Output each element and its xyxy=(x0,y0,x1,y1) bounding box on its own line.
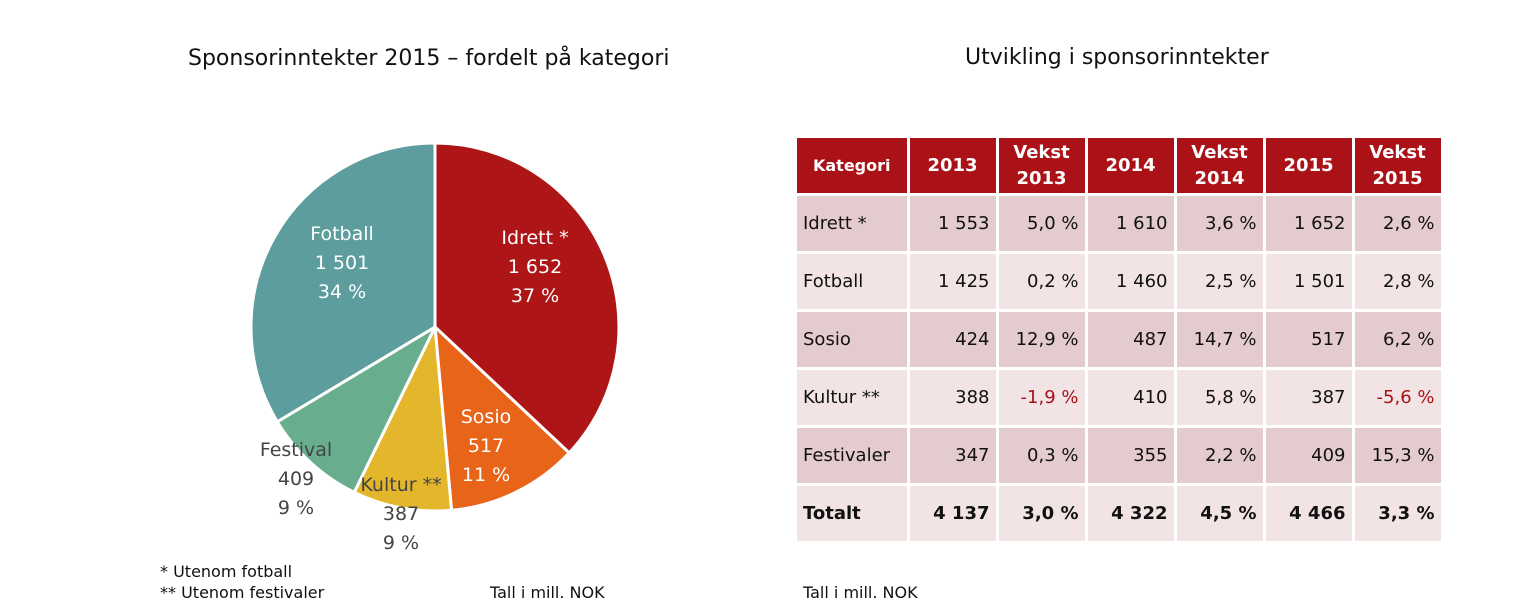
table-cell-value: 517 xyxy=(1264,310,1355,370)
header-2015: 2015 xyxy=(1264,138,1355,196)
table-row: Idrett * 1 553 5,0 % 1 610 3,6 % 1 652 2,6 % xyxy=(797,194,1444,254)
table-cell-value: 1 553 xyxy=(908,194,999,254)
header-kategori: Kategori xyxy=(797,138,910,196)
unit-note-left: Tall i mill. NOK xyxy=(490,583,605,602)
table-cell-value: 2,5 % xyxy=(1175,252,1266,312)
table-cell-value: 5,8 % xyxy=(1175,368,1266,428)
table-cell-value: 424 xyxy=(908,310,999,370)
table-total-row: Totalt 4 137 3,0 % 4 322 4,5 % 4 466 3,3 % xyxy=(797,484,1444,544)
table-cell-value: 409 xyxy=(1264,426,1355,486)
table-cell-value: 387 xyxy=(1264,368,1355,428)
table-cell-value: 1 460 xyxy=(1086,252,1177,312)
table-cell-value: 4 466 xyxy=(1264,484,1355,544)
table-cell-category: Totalt xyxy=(797,484,910,544)
table-cell-value: 487 xyxy=(1086,310,1177,370)
table-cell-value: 1 610 xyxy=(1086,194,1177,254)
table-cell-value: 388 xyxy=(908,368,999,428)
table-cell-value: -1,9 % xyxy=(997,368,1088,428)
pie-label-fotball: Fotball 1 501 34 % xyxy=(310,223,374,303)
table-header-row: Kategori 2013 Vekst 2013 2014 Vekst 2014… xyxy=(797,138,1444,196)
header-vekst-2015: Vekst 2015 xyxy=(1353,138,1444,196)
footnote-kultur: ** Utenom festivaler xyxy=(160,583,325,602)
table-cell-value: 2,6 % xyxy=(1353,194,1444,254)
table-cell-value: 4 137 xyxy=(908,484,999,544)
table-cell-value: 347 xyxy=(908,426,999,486)
footnote-idrett: * Utenom fotball xyxy=(160,562,293,581)
table-cell-category: Fotball xyxy=(797,252,910,312)
table-cell-value: 0,2 % xyxy=(997,252,1088,312)
pie-slice-sosio xyxy=(433,325,571,512)
table-cell-value: 1 425 xyxy=(908,252,999,312)
header-vekst-2014: Vekst 2014 xyxy=(1175,138,1266,196)
pie-slice-festival xyxy=(275,325,437,494)
header-2013: 2013 xyxy=(908,138,999,196)
growth-table: Kategori 2013 Vekst 2013 2014 Vekst 2014… xyxy=(797,138,1444,544)
header-2014: 2014 xyxy=(1086,138,1177,196)
pie-label-idrett: Idrett * 1 652 37 % xyxy=(501,227,568,307)
table-cell-category: Sosio xyxy=(797,310,910,370)
table-cell-value: 0,3 % xyxy=(997,426,1088,486)
table-cell-value: 4,5 % xyxy=(1175,484,1266,544)
table-row: Kultur ** 388 -1,9 % 410 5,8 % 387 -5,6 % xyxy=(797,368,1444,428)
table-cell-value: 12,9 % xyxy=(997,310,1088,370)
table-cell-value: 1 501 xyxy=(1264,252,1355,312)
table-cell-value: 3,6 % xyxy=(1175,194,1266,254)
table-cell-category: Kultur ** xyxy=(797,368,910,428)
unit-note-right: Tall i mill. NOK xyxy=(803,583,918,602)
header-vekst-2013: Vekst 2013 xyxy=(997,138,1088,196)
pie-label-festival: Festival 409 9 % xyxy=(260,439,332,519)
table-cell-value: -5,6 % xyxy=(1353,368,1444,428)
table-cell-value: 2,2 % xyxy=(1175,426,1266,486)
table-cell-value: 3,3 % xyxy=(1353,484,1444,544)
table-cell-value: 6,2 % xyxy=(1353,310,1444,370)
table-row: Fotball 1 425 0,2 % 1 460 2,5 % 1 501 2,8 % xyxy=(797,252,1444,312)
table-cell-category: Festivaler xyxy=(797,426,910,486)
table-row: Sosio 424 12,9 % 487 14,7 % 517 6,2 % xyxy=(797,310,1444,370)
table-cell-value: 5,0 % xyxy=(997,194,1088,254)
table-cell-value: 2,8 % xyxy=(1353,252,1444,312)
table-cell-value: 14,7 % xyxy=(1175,310,1266,370)
table-cell-value: 410 xyxy=(1086,368,1177,428)
table-cell-value: 15,3 % xyxy=(1353,426,1444,486)
pie-chart: Idrett * 1 652 37 % Sosio 517 11 % Kultur ** 38… xyxy=(249,141,621,554)
pie-slice-idrett xyxy=(433,141,621,455)
pie-slice-kultur xyxy=(352,325,454,513)
table-cell-category: Idrett * xyxy=(797,194,910,254)
pie-chart-title: Sponsorinntekter 2015 – fordelt på kateg… xyxy=(188,46,670,71)
pie-label-sosio: Sosio 517 11 % xyxy=(461,406,512,486)
table-cell-value: 4 322 xyxy=(1086,484,1177,544)
table-row: Festivaler 347 0,3 % 355 2,2 % 409 15,3 % xyxy=(797,426,1444,486)
table-cell-value: 1 652 xyxy=(1264,194,1355,254)
table-title: Utvikling i sponsorinntekter xyxy=(965,45,1269,70)
table-cell-value: 355 xyxy=(1086,426,1177,486)
table-cell-value: 3,0 % xyxy=(997,484,1088,544)
pie-label-kultur: Kultur ** 387 9 % xyxy=(360,474,441,554)
pie-slice-fotball xyxy=(249,141,437,424)
